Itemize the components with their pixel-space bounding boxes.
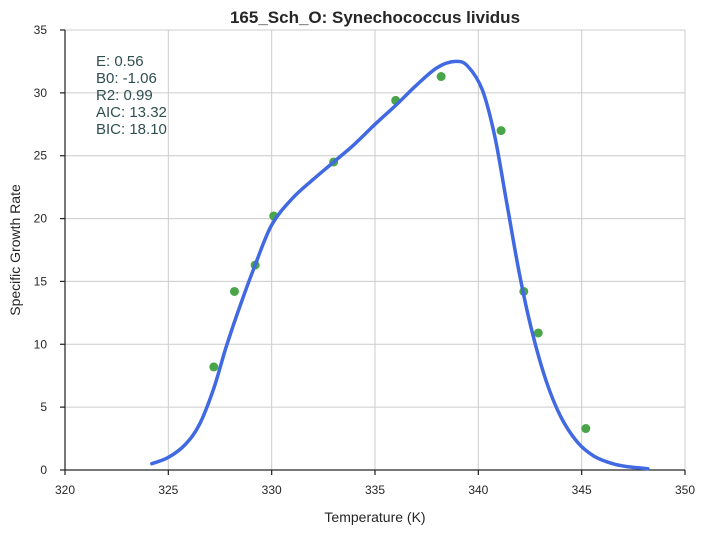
- x-tick-label: 350: [675, 483, 695, 497]
- x-tick-label: 335: [365, 483, 385, 497]
- y-tick-label: 20: [34, 212, 48, 226]
- y-tick-label: 25: [34, 149, 48, 163]
- fit-statistic-label: BIC: 18.10: [96, 121, 167, 138]
- x-tick-label: 345: [572, 483, 592, 497]
- fit-curve: [150, 59, 650, 471]
- y-tick-label: 30: [34, 86, 48, 100]
- y-axis-label: Specific Growth Rate: [7, 184, 23, 316]
- data-points: [209, 72, 591, 434]
- y-tick-label: 0: [40, 463, 47, 477]
- fit-statistic-label: E: 0.56: [96, 53, 144, 70]
- grid: [65, 29, 686, 470]
- data-point: [496, 126, 506, 136]
- data-point: [581, 424, 591, 434]
- y-tick-label: 5: [40, 400, 47, 414]
- data-point: [436, 72, 446, 82]
- x-tick-label: 325: [158, 483, 178, 497]
- x-tick-label: 320: [55, 483, 75, 497]
- y-tick-label: 15: [34, 274, 48, 288]
- x-tick-label: 340: [468, 483, 488, 497]
- y-tick-label: 35: [34, 23, 48, 37]
- data-point: [533, 328, 543, 338]
- fit-statistic-label: AIC: 13.32: [96, 104, 167, 121]
- x-ticks: 320 325 330 335 340 345 350: [55, 470, 695, 497]
- fit-statistic-label: R2: 0.99: [96, 87, 153, 104]
- y-tick-label: 10: [34, 337, 48, 351]
- data-point: [229, 286, 239, 296]
- fit-statistic-label: B0: -1.06: [96, 70, 157, 87]
- y-ticks: 0 5 10 15 20 25 30 35: [34, 23, 65, 477]
- x-axis-label: Temperature (K): [324, 509, 425, 525]
- x-tick-label: 330: [262, 483, 282, 497]
- data-point: [209, 362, 219, 372]
- chart-title: 165_Sch_O: Synechococcus lividus: [230, 8, 520, 27]
